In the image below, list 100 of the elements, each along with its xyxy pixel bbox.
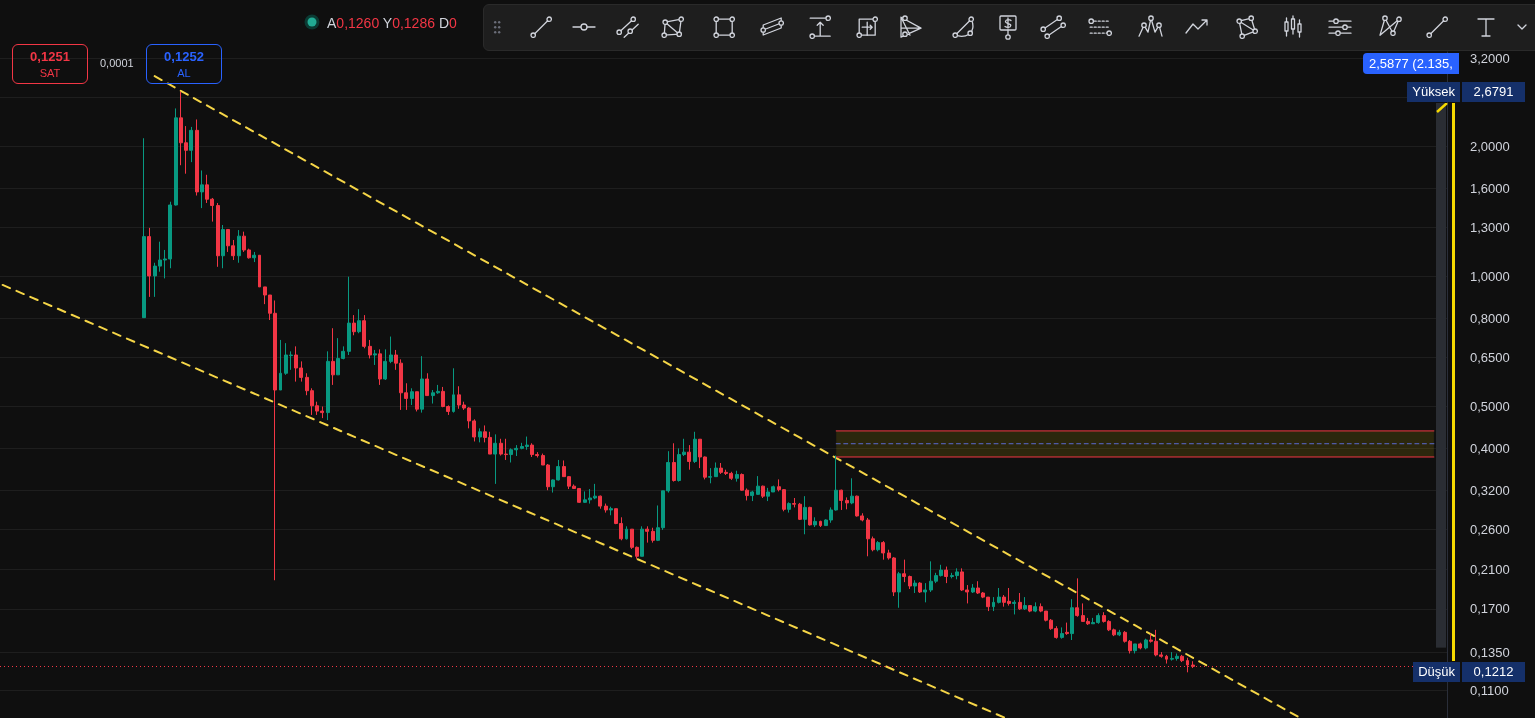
candlestick (672, 442, 676, 483)
candlestick (923, 582, 927, 603)
candlestick (787, 501, 791, 514)
candlestick (918, 581, 922, 594)
annotation: SAT (38, 67, 62, 79)
candlestick (808, 506, 812, 527)
candlestick (913, 579, 917, 594)
candlestick (389, 336, 393, 364)
y-tick-label: 1,0000 (1470, 269, 1510, 284)
candlestick (845, 496, 849, 510)
candlestick (452, 367, 455, 414)
candlestick (410, 387, 414, 406)
y-tick-label: 3,2000 (1470, 50, 1510, 66)
candlestick (1060, 626, 1064, 640)
candlestick (331, 327, 335, 386)
candlestick (625, 525, 628, 541)
candlestick (189, 126, 193, 163)
y-tick-label: 0,2100 (1470, 561, 1510, 577)
candlestick (1012, 599, 1016, 615)
candlestick (237, 229, 241, 264)
candlestick (378, 348, 382, 386)
candlestick (420, 355, 424, 414)
annotation: 0,1252 (163, 49, 205, 64)
candlestick (258, 254, 261, 288)
y-tick-label: 0,1700 (1470, 601, 1510, 617)
candlestick (147, 227, 151, 298)
candlestick (735, 470, 739, 483)
y-tick-label: 0,4000 (1470, 440, 1510, 456)
y-tick-label: 0,8000 (1470, 310, 1510, 326)
annotation: 0,1251 (29, 49, 71, 64)
candlestick (897, 571, 901, 609)
candlestick (142, 137, 146, 319)
candlestick (604, 503, 608, 514)
candlestick (997, 587, 1001, 604)
candlestick (803, 495, 807, 535)
buy-button: 0,1252 AL (146, 44, 222, 84)
candlestick (1075, 577, 1079, 618)
candlestick (195, 118, 199, 197)
candlestick (756, 475, 760, 496)
annotation: Yüksek 2,6791 (1407, 81, 1525, 102)
y-tick-label: 0,3200 (1470, 482, 1510, 498)
chart-subtitle: A0,1260 Y0,1286 D0 (327, 15, 457, 31)
candlestick (252, 251, 256, 263)
candlestick (1028, 605, 1032, 613)
annotation: 2,5877 (2.135, (1363, 53, 1459, 74)
candlestick (326, 350, 330, 421)
candlestick (902, 559, 906, 583)
candlestick (425, 372, 429, 397)
candlestick (1023, 596, 1027, 611)
candlestick (1117, 629, 1121, 637)
candlestick (944, 566, 948, 584)
y-tick-label: 0,5000 (1470, 399, 1510, 415)
candlestick (881, 540, 885, 561)
candlestick (174, 107, 178, 207)
candlestick (798, 502, 802, 521)
candlestick (651, 527, 655, 544)
candlestick (693, 431, 697, 464)
annotation: Düşük 0,1212 (1413, 662, 1525, 683)
candlestick (1180, 654, 1184, 663)
candlestick (200, 169, 204, 209)
y-tick-label: 0,1350 (1470, 644, 1510, 660)
candlestick (908, 575, 912, 590)
annotation: AL (176, 67, 192, 79)
y-tick-label: 0,1100 (1470, 683, 1509, 698)
candlestick (813, 516, 817, 528)
y-tick-label: 0,2600 (1470, 521, 1510, 537)
y-tick-label: 1,6000 (1470, 180, 1510, 196)
candlestick (876, 540, 880, 552)
candlestick (1018, 592, 1022, 611)
candlestick (640, 525, 644, 557)
candlestick (1144, 638, 1148, 650)
y-tick-label: 1,3000 (1470, 219, 1510, 235)
candlestick (478, 427, 482, 443)
candlestick (373, 349, 377, 366)
candlestick (992, 596, 995, 612)
candlestick (357, 308, 361, 334)
candlestick (221, 224, 225, 269)
candlestick (415, 391, 419, 412)
candlestick (368, 339, 372, 359)
candlestick (761, 485, 765, 499)
candlestick (819, 520, 822, 528)
candlestick (850, 477, 854, 505)
candlestick (687, 444, 691, 471)
candlestick (383, 348, 387, 381)
candlestick (1070, 598, 1074, 641)
candlestick (598, 495, 602, 510)
candlestick (1133, 643, 1137, 654)
candlestick (216, 202, 220, 268)
candlestick (347, 276, 351, 356)
candlestick (609, 506, 613, 516)
candlestick (1165, 654, 1168, 665)
candlestick (714, 461, 718, 478)
candlestick (645, 525, 649, 544)
candlestick (1033, 601, 1037, 613)
candlestick (971, 583, 975, 594)
candlestick (352, 314, 356, 336)
y-tick-label: 0,6500 (1470, 349, 1510, 365)
candlestick (493, 433, 497, 485)
candlestick (750, 490, 754, 502)
annotation: 0,0001 (100, 57, 134, 69)
